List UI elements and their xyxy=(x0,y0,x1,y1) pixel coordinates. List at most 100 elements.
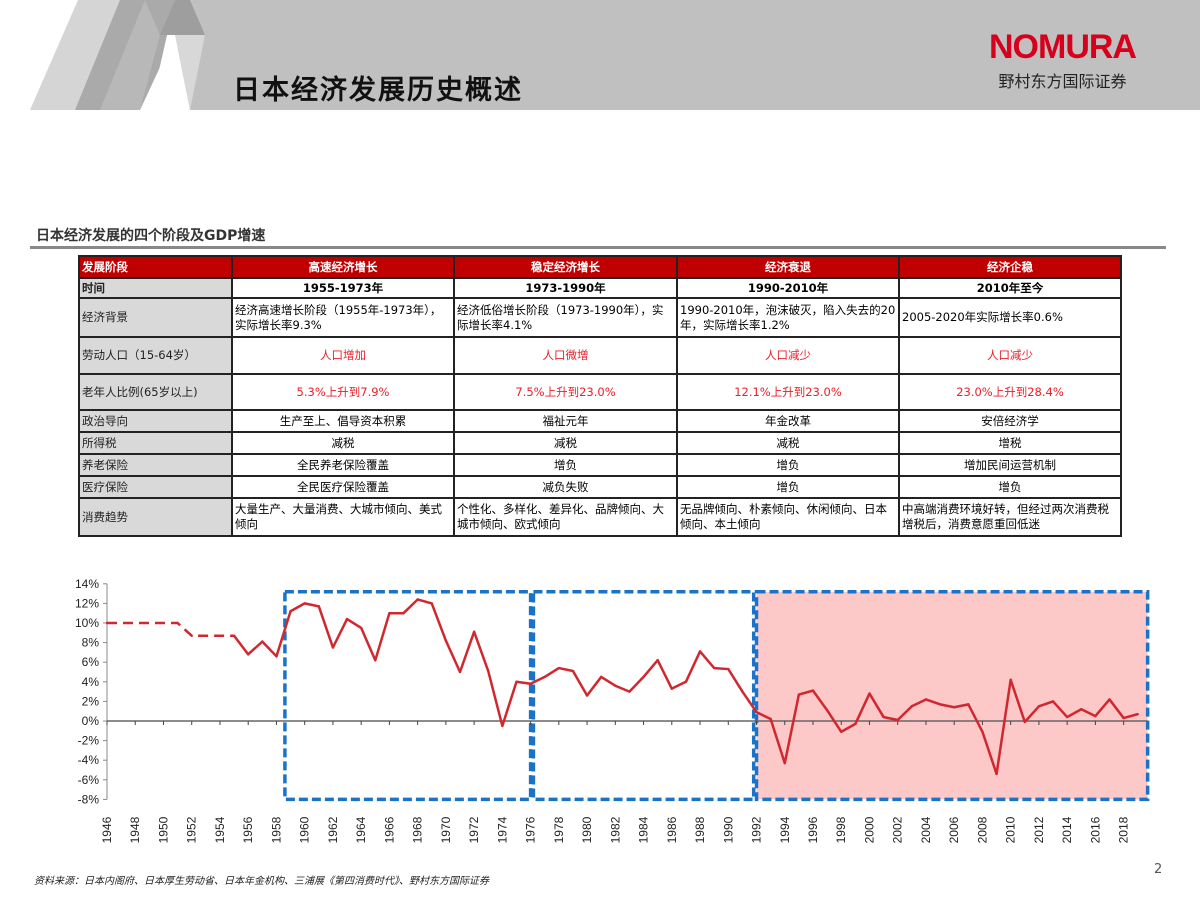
row-label: 政治导向 xyxy=(78,409,233,433)
table-row: 医疗保险 全民医疗保险覆盖 减负失败 增负 增负 xyxy=(78,475,1122,499)
x-tick-label: 1988 xyxy=(693,816,707,843)
data-point xyxy=(727,667,730,671)
table-cell: 2005-2020年实际增长率0.6% xyxy=(898,297,1122,338)
data-point xyxy=(656,659,659,662)
data-point xyxy=(472,630,476,634)
data-point xyxy=(924,698,928,701)
data-point xyxy=(882,715,885,719)
x-tick-label: 1992 xyxy=(750,816,764,843)
y-tick-label: 10% xyxy=(75,616,99,630)
page-title: 日本经济发展历史概述 xyxy=(233,75,523,106)
data-point xyxy=(374,659,377,662)
data-point xyxy=(1023,720,1026,724)
data-point xyxy=(359,626,363,630)
x-tick-label: 1990 xyxy=(721,816,735,843)
logo-brand: NOMURA xyxy=(989,28,1137,66)
table-cell: 增负 xyxy=(676,453,900,477)
data-point xyxy=(402,612,405,615)
table-cell: 人口微增 xyxy=(453,336,678,375)
data-point xyxy=(712,666,716,670)
data-point xyxy=(1122,716,1125,720)
table-cell: 年金改革 xyxy=(676,409,900,433)
table-cell: 7.5%上升到23.0% xyxy=(453,373,678,411)
x-tick-label: 1960 xyxy=(298,816,312,843)
data-point xyxy=(1080,708,1083,711)
data-point xyxy=(289,610,292,613)
row-label: 医疗保险 xyxy=(78,475,233,499)
data-point xyxy=(388,612,391,615)
table-cell: 全民医疗保险覆盖 xyxy=(231,475,455,499)
row-label: 老年人比例(65岁以上) xyxy=(78,373,233,411)
header-cell: 高速经济增长 xyxy=(231,255,455,279)
nomura-logo: NOMURA 野村东方国际证券 xyxy=(975,30,1150,92)
data-point xyxy=(487,669,490,673)
table-row: 养老保险 全民养老保险覆盖 增负 增负 增加民间运营机制 xyxy=(78,453,1122,477)
header-cell: 经济企稳 xyxy=(898,255,1122,279)
data-point xyxy=(501,724,504,728)
data-point xyxy=(953,706,956,709)
gdp-growth-chart: 14% 12% 10% 8% 6% 4% 2% 0% -2% -4% -6% -8%1946 1948 1… xyxy=(75,577,1150,843)
data-point xyxy=(585,694,589,697)
section-title: 日本经济发展的四个阶段及GDP增速 xyxy=(36,228,266,244)
x-tick-label: 1980 xyxy=(580,816,594,843)
table-cell: 人口减少 xyxy=(676,336,900,375)
table-row: 劳动人口（15-64岁） 人口增加 人口微增 人口减少 人口减少 xyxy=(78,336,1122,375)
y-tick-label: 2% xyxy=(82,694,100,708)
table-cell: 1990-2010年，泡沫破灭，陷入失去的20年，实际增长率1.2% xyxy=(676,297,900,338)
data-point xyxy=(232,634,236,637)
table-row: 政治导向 生产至上、倡导资本积累 福祉元年 年金改革 安倍经济学 xyxy=(78,409,1122,433)
data-point xyxy=(910,705,914,708)
row-label: 消费趋势 xyxy=(78,497,233,537)
data-point xyxy=(345,617,349,621)
table-cell: 减税 xyxy=(453,431,678,455)
header-cell: 稳定经济增长 xyxy=(453,255,678,279)
table-cell: 1990-2010年 xyxy=(676,277,900,299)
data-point xyxy=(600,675,603,679)
x-tick-label: 1952 xyxy=(185,816,199,843)
data-point xyxy=(176,621,179,625)
data-point xyxy=(628,690,631,693)
table-row: 经济背景 经济高速增长阶段（1955年-1973年），实际增长率9.3% 经济低俗增… xyxy=(78,297,1122,338)
data-point xyxy=(684,680,688,683)
x-tick-label: 1984 xyxy=(637,816,651,843)
data-point xyxy=(317,605,320,608)
series-line-estimated xyxy=(107,621,235,637)
data-point xyxy=(840,730,843,733)
table-cell: 减税 xyxy=(676,431,900,455)
data-point xyxy=(670,687,673,690)
row-label: 经济背景 xyxy=(78,297,233,338)
page-number: 2 xyxy=(1154,862,1163,877)
table-cell: 增税 xyxy=(898,431,1122,455)
table-cell: 1973-1990年 xyxy=(453,277,678,299)
table-cell: 中高端消费环境好转，但经过两次消费税增税后，消费意愿重回低迷 xyxy=(898,497,1122,537)
x-tick-label: 1994 xyxy=(778,816,792,843)
table-row: 所得税 减税 减税 减税 增税 xyxy=(78,431,1122,455)
data-point xyxy=(995,772,998,776)
y-tick-label: 14% xyxy=(75,577,99,591)
table-cell: 增负 xyxy=(453,453,678,477)
y-tick-label: -6% xyxy=(78,773,100,787)
x-tick-label: 1946 xyxy=(100,816,114,843)
table-row: 时间 1955-1973年 1973-1990年 1990-2010年 2010年至今 xyxy=(78,277,1122,299)
data-point xyxy=(868,692,871,695)
x-tick-label: 2014 xyxy=(1060,816,1074,843)
table-cell: 增负 xyxy=(676,475,900,499)
table-cell: 12.1%上升到23.0% xyxy=(676,373,900,411)
x-tick-label: 2016 xyxy=(1088,816,1102,843)
data-point xyxy=(811,689,815,692)
table-cell: 经济高速增长阶段（1955年-1973年），实际增长率9.3% xyxy=(231,297,455,338)
data-point xyxy=(1009,678,1012,682)
data-point xyxy=(571,669,575,673)
x-tick-label: 1958 xyxy=(269,816,283,843)
highlight-period-1 xyxy=(283,590,533,802)
x-tick-label: 1948 xyxy=(128,816,142,843)
table-cell: 安倍经济学 xyxy=(898,409,1122,433)
data-point xyxy=(444,639,448,642)
x-tick-label: 2010 xyxy=(1004,816,1018,843)
data-point xyxy=(981,730,984,733)
y-tick-label: 0% xyxy=(82,714,100,728)
x-tick-label: 1964 xyxy=(354,816,368,843)
table-cell: 增负 xyxy=(898,475,1122,499)
data-point xyxy=(1136,712,1139,716)
data-point xyxy=(529,682,532,685)
